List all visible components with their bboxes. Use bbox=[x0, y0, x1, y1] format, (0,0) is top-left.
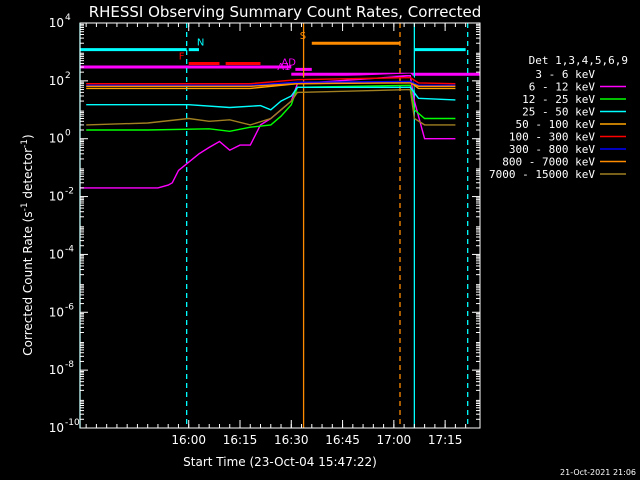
plot-frame bbox=[79, 22, 481, 429]
chart-title: RHESSI Observing Summary Count Rates, Co… bbox=[89, 3, 482, 21]
y-tick-label-3: 10 bbox=[49, 247, 64, 261]
x-tick-label-4: 17:00 bbox=[377, 433, 412, 447]
legend-title: Det 1,3,4,5,6,9 bbox=[529, 54, 628, 67]
legend-entry-8: 7000 - 15000 keV bbox=[489, 168, 595, 181]
flag-label-a1: A1 bbox=[277, 62, 290, 73]
x-tick-label-5: 17:15 bbox=[428, 433, 463, 447]
legend-entry-5: 100 - 300 keV bbox=[509, 131, 595, 144]
legend-entry-6: 300 - 800 keV bbox=[509, 143, 595, 156]
legend-entry-0: 3 - 6 keV bbox=[535, 68, 595, 81]
legend-entry-3: 25 - 50 keV bbox=[522, 106, 595, 119]
y-tick-label-4: 10 bbox=[49, 190, 64, 204]
series-line-7 bbox=[86, 82, 456, 88]
series-line-8 bbox=[86, 88, 456, 126]
flag-label-f: F bbox=[179, 51, 185, 62]
x-tick-label-3: 16:45 bbox=[325, 433, 360, 447]
y-tick-sup-2: -6 bbox=[65, 302, 74, 312]
flag-label-ad: AD bbox=[281, 57, 296, 68]
y-tick-label-1: 10 bbox=[49, 363, 64, 377]
y-tick-sup-4: -2 bbox=[65, 187, 74, 197]
x-tick-label-0: 16:00 bbox=[171, 433, 206, 447]
series-line-2 bbox=[86, 84, 456, 133]
y-tick-label-0: 10 bbox=[49, 421, 64, 435]
legend-entry-7: 800 - 7000 keV bbox=[502, 156, 595, 169]
y-tick-label-5: 10 bbox=[49, 132, 64, 146]
legend-entry-2: 12 - 25 keV bbox=[522, 93, 595, 106]
y-tick-sup-0: -10 bbox=[65, 418, 80, 428]
y-tick-label-7: 10 bbox=[49, 16, 64, 30]
x-axis-label: Start Time (23-Oct-04 15:47:22) bbox=[183, 455, 377, 469]
y-tick-label-2: 10 bbox=[49, 305, 64, 319]
series-line-0 bbox=[173, 73, 456, 400]
y-tick-label-6: 10 bbox=[49, 74, 64, 88]
plot-area: NFSA1AD bbox=[79, 23, 480, 428]
series-line-3 bbox=[86, 86, 456, 111]
svg-text:Corrected Count Rate (s-1 dete: Corrected Count Rate (s-1 detector-1) bbox=[20, 134, 35, 355]
y-tick-sup-6: 2 bbox=[65, 71, 71, 81]
y-tick-sup-5: 0 bbox=[65, 129, 71, 139]
x-tick-label-1: 16:15 bbox=[223, 433, 258, 447]
flag-label-n: N bbox=[197, 38, 204, 49]
series-line-5 bbox=[86, 76, 456, 85]
legend-entry-4: 50 - 100 keV bbox=[516, 118, 596, 131]
x-tick-label-2: 16:30 bbox=[274, 433, 309, 447]
legend-entry-1: 6 - 12 keV bbox=[529, 81, 596, 94]
timestamp: 21-Oct-2021 21:06 bbox=[560, 468, 636, 477]
y-tick-sup-3: -4 bbox=[65, 244, 74, 254]
y-axis-label: Corrected Count Rate (s-1 detector-1) bbox=[20, 134, 35, 355]
series-line-6 bbox=[86, 80, 456, 87]
y-tick-sup-1: -8 bbox=[65, 360, 74, 370]
series-line-1 bbox=[80, 75, 456, 189]
y-tick-sup-7: 4 bbox=[65, 13, 71, 23]
